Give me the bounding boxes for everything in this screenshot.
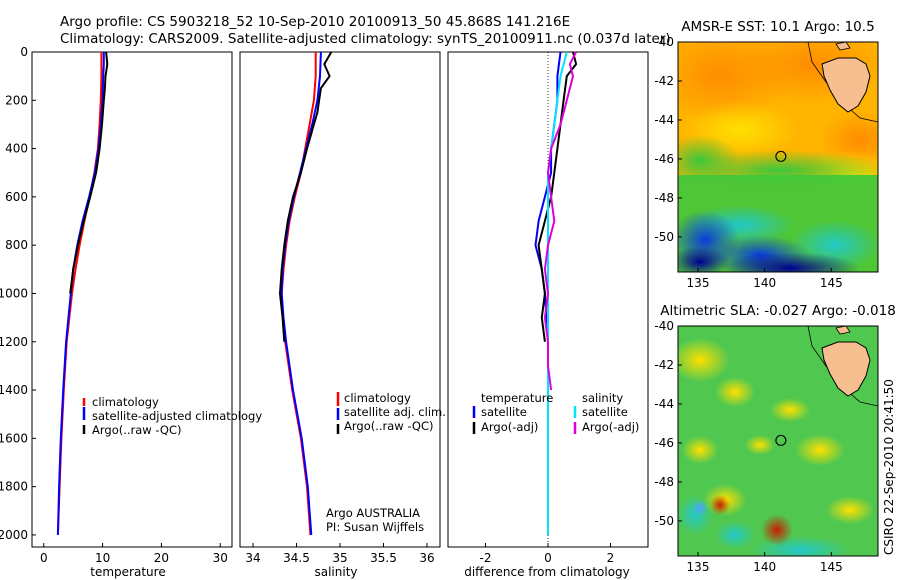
- series-line-satellite-adj-clim: [280, 51, 322, 535]
- map-y-tick-label: -42: [654, 358, 674, 372]
- float-pi-label: PI: Susan Wijffels: [326, 520, 424, 534]
- y-tick-label: 1200: [0, 335, 28, 349]
- map-y-tick-label: -46: [654, 436, 674, 450]
- series-line-temperature-argo-adj: [537, 51, 578, 342]
- difference-legend: temperature satellite Argo(-adj) salinit…: [472, 391, 639, 434]
- series-line-satellite-adjusted-climatology: [56, 52, 105, 535]
- x-tick-label: 20: [154, 551, 169, 565]
- x-tick-label: -2: [480, 551, 492, 565]
- x-tick-label: 0: [544, 551, 552, 565]
- y-tick-label: 800: [5, 238, 28, 252]
- map-y-tick-label: -46: [654, 152, 674, 166]
- figure-title-line-2: Climatology: CARS2009. Satellite-adjuste…: [60, 31, 671, 47]
- series-line-argo-raw-qc: [279, 51, 333, 342]
- y-tick-label: 1600: [0, 431, 28, 445]
- x-tick-label: 0: [40, 551, 48, 565]
- map-x-tick-label: 145: [820, 560, 843, 574]
- difference-panel: -2 0 2 difference from climatology tempera…: [447, 51, 649, 579]
- x-tick-label: 30: [213, 551, 228, 565]
- sst-field: [678, 42, 878, 272]
- legend-label-satellite: satellite adj. clim.: [344, 405, 446, 419]
- sla-map-panel: Altimetric SLA: -0.027 Argo: -0.018 135 1…: [654, 303, 895, 574]
- float-operator-label: Argo AUSTRALIA: [326, 506, 420, 520]
- legend-header-salinity: salinity: [582, 391, 623, 405]
- difference-x-axis: -2 0 2: [480, 543, 615, 565]
- salinity-axes-frame: [239, 51, 441, 548]
- x-tick-label: 34: [245, 551, 260, 565]
- x-tick-label: 10: [95, 551, 110, 565]
- temperature-x-axis: 0 10 20 30: [40, 543, 228, 565]
- temperature-lines: [56, 51, 109, 535]
- depth-axis: 0 200 400 600 800 1000 1200 1400 1600 1800 2000: [0, 45, 36, 542]
- temperature-xlabel: temperature: [90, 565, 165, 579]
- sst-map-frame: [677, 41, 879, 273]
- sla-map-title: Altimetric SLA: -0.027 Argo: -0.018: [660, 303, 896, 319]
- salinity-panel: 34 34.5 35 35.5 36 salinity climatology sate…: [239, 51, 446, 579]
- map-y-tick-label: -40: [654, 35, 674, 49]
- salinity-legend: climatology satellite adj. clim. Argo(..…: [326, 391, 446, 534]
- map-x-tick-label: 135: [687, 560, 710, 574]
- x-tick-label: 34.5: [283, 551, 310, 565]
- legend-label-temp-argo: Argo(-adj): [481, 420, 538, 434]
- map-x-tick-label: 140: [753, 560, 776, 574]
- map-y-tick-label: -50: [654, 230, 674, 244]
- y-tick-label: 1400: [0, 383, 28, 397]
- x-tick-label: 2: [607, 551, 615, 565]
- legend-label-satellite: satellite-adjusted climatology: [92, 409, 262, 423]
- y-tick-label: 600: [5, 190, 28, 204]
- sla-map-axes: 135 140 145 -40 -42 -44 -46 -48 -50: [654, 319, 842, 574]
- map-y-tick-label: -48: [654, 191, 674, 205]
- map-y-tick-label: -44: [654, 397, 674, 411]
- salinity-x-axis: 34 34.5 35 35.5 36: [245, 543, 435, 565]
- temperature-panel: 0 200 400 600 800 1000 1200 1400 1600 1800 2000 0 1…: [0, 45, 262, 579]
- temperature-axes-frame: [31, 51, 233, 548]
- salinity-xlabel: salinity: [314, 565, 357, 579]
- y-tick-label: 2000: [0, 528, 28, 542]
- x-tick-label: 36: [419, 551, 434, 565]
- temperature-legend: climatology satellite-adjusted climatolo…: [82, 395, 262, 437]
- x-tick-label: 35.5: [370, 551, 397, 565]
- y-tick-label: 1000: [0, 286, 28, 300]
- map-y-tick-label: -50: [654, 514, 674, 528]
- map-y-tick-label: -42: [654, 74, 674, 88]
- map-y-tick-label: -48: [654, 475, 674, 489]
- map-x-tick-label: 140: [753, 276, 776, 290]
- argo-location-marker: [775, 434, 787, 446]
- legend-header-temperature: temperature: [481, 391, 553, 405]
- map-x-tick-label: 135: [687, 276, 710, 290]
- salinity-lines: [279, 51, 333, 535]
- legend-label-climatology: climatology: [344, 391, 411, 405]
- y-tick-label: 400: [5, 142, 28, 156]
- sst-map-axes: 135 140 145 -40 -42 -44 -46 -48 -50: [654, 35, 842, 290]
- map-y-tick-label: -44: [654, 113, 674, 127]
- series-line-argo-raw-qc: [69, 51, 109, 294]
- sst-map-title: AMSR-E SST: 10.1 Argo: 10.5: [681, 19, 874, 35]
- sst-map-panel: AMSR-E SST: 10.1 Argo: 10.5 135 140 145 -40…: [654, 19, 879, 290]
- legend-label-sal-argo: Argo(-adj): [582, 420, 639, 434]
- legend-label-temp-satellite: satellite: [481, 405, 527, 419]
- series-line-salinity-argo-adj: [543, 51, 577, 391]
- timestamp-stamp: CSIRO 22-Sep-2010 20:41:50: [882, 379, 896, 555]
- legend-label-argo: Argo(..raw -QC): [92, 423, 182, 437]
- series-line-climatology: [56, 52, 103, 535]
- series-line-climatology: [280, 52, 317, 535]
- y-tick-label: 0: [20, 45, 28, 59]
- difference-lines: [534, 51, 578, 535]
- figure-title-line-1: Argo profile: CS 5903218_52 10-Sep-2010 …: [60, 14, 570, 30]
- legend-label-sal-satellite: satellite: [582, 405, 628, 419]
- x-tick-label: 35: [332, 551, 347, 565]
- series-line-salinity-satellite: [547, 51, 568, 535]
- map-x-tick-label: 145: [820, 276, 843, 290]
- legend-label-climatology: climatology: [92, 395, 159, 409]
- difference-xlabel: difference from climatology: [464, 565, 630, 579]
- sla-field: [678, 326, 878, 556]
- legend-label-argo: Argo(..raw -QC): [344, 419, 434, 433]
- y-tick-label: 1800: [0, 480, 28, 494]
- argo-location-marker: [775, 150, 787, 162]
- y-tick-label: 200: [5, 93, 28, 107]
- map-y-tick-label: -40: [654, 319, 674, 333]
- sla-map-frame: [677, 325, 879, 557]
